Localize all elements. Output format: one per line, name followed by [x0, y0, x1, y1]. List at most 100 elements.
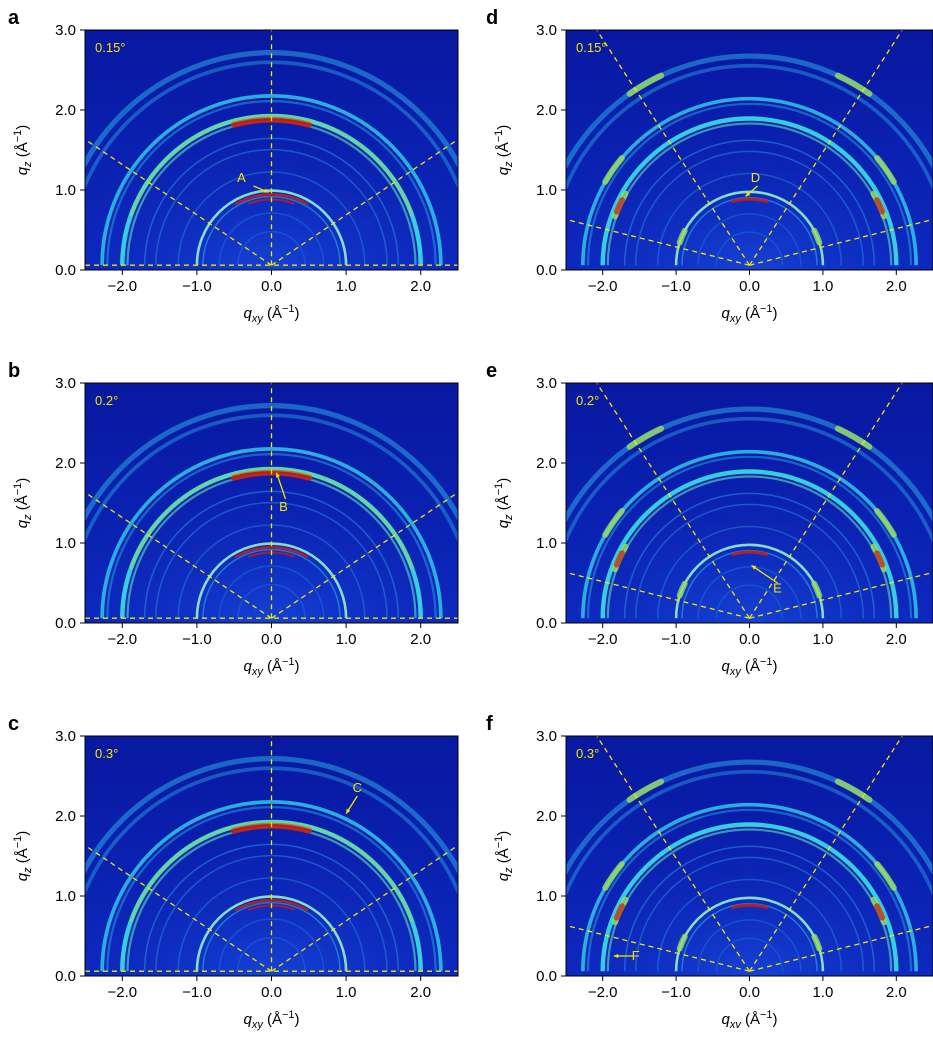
- y-tick-label: 3.0: [55, 22, 76, 39]
- texture-arc: [874, 861, 897, 891]
- guide-line: [748, 736, 904, 972]
- diffraction-ring: [600, 822, 899, 972]
- texture-arc: [811, 227, 823, 246]
- guide-line: [85, 491, 272, 619]
- diffraction-ring: [586, 455, 913, 619]
- x-tick-label: −2.0: [107, 631, 137, 648]
- y-tick-label: 2.0: [55, 102, 76, 119]
- y-tick-label: 2.0: [536, 102, 557, 119]
- intense-arc: [730, 550, 769, 556]
- y-tick-label: 1.0: [55, 182, 76, 199]
- diffraction-ring: [697, 919, 802, 972]
- annotation-label: A: [237, 170, 246, 185]
- intense-arc: [874, 197, 886, 215]
- x-tick-label: 0.0: [739, 631, 760, 648]
- diffraction-ring: [657, 172, 842, 266]
- x-tick-label: 0.0: [261, 278, 282, 295]
- panel-d: −2.0 −1.0 0.0 1.0 2.0 0.0 1.0 2.0 3.0 qxy (Å−1) qz…: [486, 7, 933, 325]
- y-tick-label: 2.0: [55, 455, 76, 472]
- y-tick-label: 0.0: [536, 615, 557, 632]
- y-axis-label: qz (Å−1): [12, 831, 34, 882]
- y-tick-label: 0.0: [55, 262, 76, 279]
- y-tick-label: 0.0: [536, 262, 557, 279]
- guide-line: [749, 924, 933, 972]
- incidence-angle: 0.3°: [95, 746, 118, 761]
- annotation-arrow: [751, 564, 778, 584]
- x-tick-label: 2.0: [886, 278, 907, 295]
- x-tick-label: 1.0: [336, 631, 357, 648]
- annotation-arrowhead: [751, 565, 757, 570]
- texture-arc: [834, 778, 873, 803]
- y-tick-label: 2.0: [55, 808, 76, 825]
- diffraction-ring: [218, 565, 325, 619]
- y-tick-label: 3.0: [536, 375, 557, 392]
- y-axis-label: qz (Å−1): [12, 125, 34, 176]
- x-axis-label: qxy (Å−1): [721, 656, 777, 678]
- y-tick-label: 1.0: [55, 888, 76, 905]
- diffraction-ring: [697, 566, 802, 619]
- y-tick-label: 0.0: [55, 968, 76, 985]
- diffraction-image: [85, 736, 458, 976]
- diffraction-ring: [100, 93, 443, 266]
- guide-line: [566, 571, 750, 619]
- y-tick-label: 3.0: [536, 22, 557, 39]
- x-axis-label: qxy (Å−1): [243, 1009, 299, 1031]
- diffraction-ring: [85, 756, 458, 875]
- diffraction-ring: [85, 403, 458, 522]
- panel-e: −2.0 −1.0 0.0 1.0 2.0 0.0 1.0 2.0 3.0 qxy (Å−1) qz…: [486, 360, 933, 678]
- diffraction-ring: [623, 492, 876, 619]
- texture-arc: [129, 114, 414, 217]
- annotation-arrowhead: [745, 191, 751, 197]
- diffraction-ring: [218, 212, 325, 266]
- guide-line: [85, 138, 272, 266]
- x-tick-label: −1.0: [661, 278, 691, 295]
- intense-arc: [730, 197, 769, 203]
- x-tick-label: −2.0: [588, 278, 618, 295]
- diffraction-ring: [581, 449, 918, 619]
- diffraction-ring: [237, 936, 306, 972]
- y-tick-label: 3.0: [55, 728, 76, 745]
- diffraction-ring: [715, 937, 784, 972]
- diffraction-ring: [237, 583, 306, 619]
- annotation-arrowhead: [346, 808, 351, 814]
- guide-line: [85, 844, 272, 972]
- panel-c: −2.0 −1.0 0.0 1.0 2.0 0.0 1.0 2.0 3.0 qxy (Å−1) qz…: [8, 713, 459, 1031]
- panel-label: b: [8, 360, 20, 382]
- texture-arc: [602, 155, 625, 185]
- guide-line: [749, 218, 933, 266]
- guide-line: [749, 571, 933, 619]
- diffraction-ring: [581, 96, 918, 266]
- diffraction-image: [85, 30, 458, 270]
- x-tick-label: −1.0: [182, 631, 212, 648]
- intense-arc: [234, 546, 309, 559]
- diffraction-ring: [155, 854, 388, 972]
- intense-arc: [613, 903, 625, 921]
- x-tick-label: 0.0: [261, 631, 282, 648]
- texture-arc: [602, 508, 625, 538]
- guide-line: [595, 30, 751, 266]
- x-tick-label: 0.0: [739, 984, 760, 1001]
- texture-arc: [626, 778, 665, 803]
- y-axis-label: qz (Å−1): [493, 478, 515, 529]
- annotation-arrowhead: [263, 188, 269, 193]
- diffraction-ring: [120, 113, 423, 266]
- intense-arc: [613, 197, 625, 215]
- annotation-arrowhead: [613, 953, 619, 959]
- diffraction-ring: [697, 213, 802, 266]
- diffraction-image: [566, 30, 933, 270]
- x-tick-label: −1.0: [182, 278, 212, 295]
- guide-line: [748, 383, 904, 619]
- y-tick-label: 2.0: [536, 808, 557, 825]
- incidence-angle: 0.3°: [576, 746, 599, 761]
- annotation-arrow: [275, 472, 287, 500]
- incidence-angle: 0.15°: [95, 40, 126, 55]
- y-tick-label: 2.0: [536, 455, 557, 472]
- x-tick-label: −2.0: [107, 278, 137, 295]
- incidence-angle: 0.2°: [576, 393, 599, 408]
- panel-label: a: [8, 7, 20, 29]
- diffraction-ring: [634, 856, 865, 972]
- diffraction-ring: [85, 50, 458, 169]
- panel-label: c: [8, 713, 19, 735]
- diffraction-ring: [202, 195, 341, 266]
- guide-line: [595, 736, 751, 972]
